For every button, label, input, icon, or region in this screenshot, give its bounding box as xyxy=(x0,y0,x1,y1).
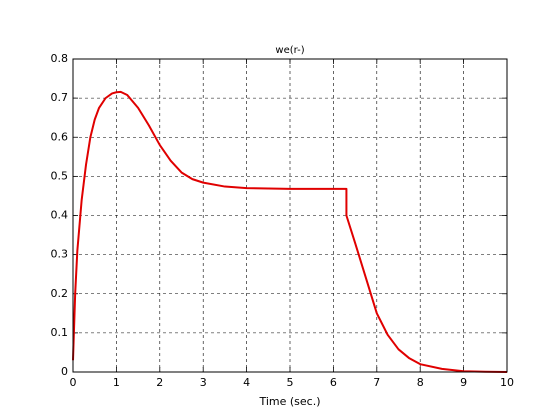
y-tick-label: 0 xyxy=(61,365,68,378)
y-tick-label: 0.2 xyxy=(51,287,69,300)
x-tick-label: 6 xyxy=(330,376,337,389)
chart-title: we(r-) xyxy=(275,45,304,56)
x-tick-label: 8 xyxy=(417,376,424,389)
x-tick-label: 9 xyxy=(460,376,467,389)
y-tick-label: 0.4 xyxy=(51,209,69,222)
y-tick-label: 0.1 xyxy=(51,326,69,339)
y-tick-label: 0.3 xyxy=(51,248,69,261)
x-tick-label: 3 xyxy=(200,376,207,389)
data-line xyxy=(72,90,508,373)
x-tick-label: 7 xyxy=(373,376,380,389)
y-tick-label: 0.8 xyxy=(51,52,69,65)
y-tick-label: 0.7 xyxy=(51,91,69,104)
y-tick-label: 0.5 xyxy=(51,169,69,182)
x-tick-label: 1 xyxy=(113,376,120,389)
x-tick-label: 2 xyxy=(156,376,163,389)
x-tick-label: 10 xyxy=(500,376,514,389)
axes-box xyxy=(72,58,508,373)
x-tick-label: 5 xyxy=(287,376,294,389)
x-tick-label: 0 xyxy=(70,376,77,389)
x-axis-label: Time (sec.) xyxy=(258,395,320,408)
x-tick-label: 4 xyxy=(243,376,250,389)
y-tick-label: 0.6 xyxy=(51,130,69,143)
